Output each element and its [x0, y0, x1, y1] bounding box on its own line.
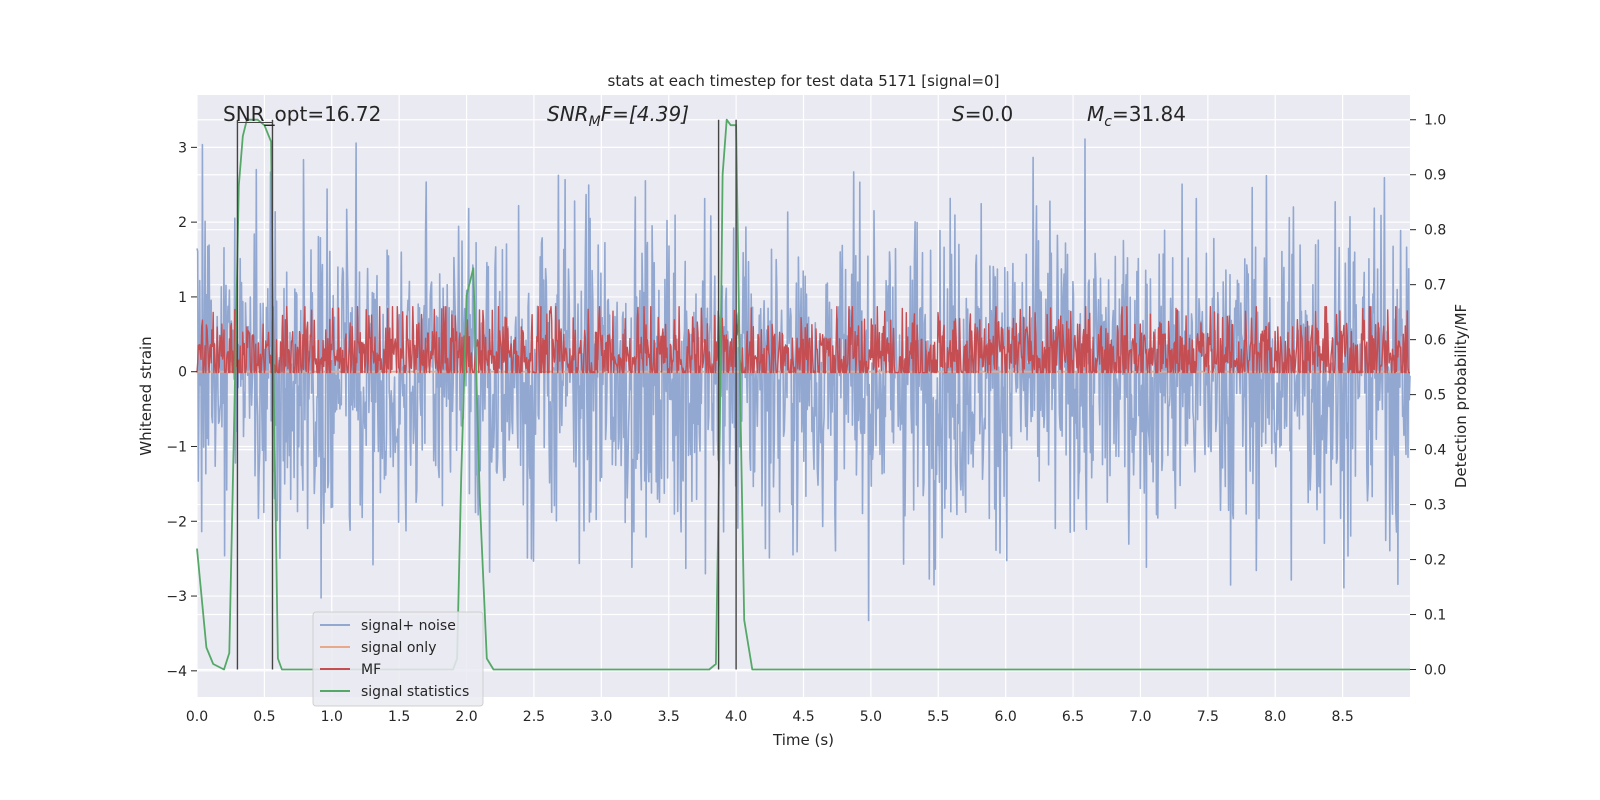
x-tick-label: 7.0 — [1129, 709, 1151, 725]
x-tick-label: 2.0 — [455, 709, 477, 725]
y2-tick-label: 0.0 — [1424, 663, 1446, 679]
s-annotation: S=0.0 — [952, 102, 1013, 126]
y2-tick-label: 0.4 — [1424, 443, 1446, 459]
x-tick-label: 4.5 — [792, 709, 814, 725]
y2-tick-label: 0.9 — [1424, 168, 1446, 184]
legend-label: MF — [361, 662, 381, 678]
y-axis-label: Whitened strain — [137, 336, 155, 455]
snr-mf-annotation: SNRMF=[4.39] — [547, 102, 689, 130]
x-tick-label: 0.0 — [186, 709, 208, 725]
x-tick-label: 0.5 — [253, 709, 275, 725]
mc-annotation: Mc=31.84 — [1087, 102, 1186, 130]
s-symbol: S — [952, 102, 965, 126]
y-tick-label: 1 — [178, 290, 187, 306]
y-tick-label: −4 — [166, 664, 187, 680]
snr-mf-subscript: M — [589, 114, 601, 130]
y2-tick-label: 0.8 — [1424, 223, 1446, 239]
y2-tick-label: 0.6 — [1424, 333, 1446, 349]
y2-tick-label: 0.1 — [1424, 608, 1446, 624]
x-tick-label: 1.5 — [388, 709, 410, 725]
chart-title: stats at each timestep for test data 517… — [608, 72, 1000, 90]
x-axis-label: Time (s) — [772, 731, 834, 749]
series-mf — [196, 306, 1410, 374]
mc-symbol: M — [1087, 102, 1104, 126]
x-tick-label: 2.5 — [523, 709, 545, 725]
y-tick-label: 2 — [178, 215, 187, 231]
y-tick-label: 3 — [178, 140, 187, 156]
x-tick-label: 3.0 — [590, 709, 612, 725]
vertical-markers — [236, 119, 737, 670]
s-value: =0.0 — [965, 102, 1014, 126]
annotations: SNR_opt=16.72 SNRMF=[4.39] S=0.0 Mc=31.8… — [223, 102, 1186, 130]
y-ticks: 3 2 1 0 −1 −2 −3 −4 — [166, 140, 197, 680]
y2-tick-label: 1.0 — [1424, 113, 1446, 129]
legend-label: signal statistics — [361, 684, 469, 700]
y2-tick-label: 0.2 — [1424, 553, 1446, 569]
x-tick-label: 8.0 — [1264, 709, 1286, 725]
y-tick-label: −3 — [166, 589, 187, 605]
y-tick-label: −2 — [166, 514, 187, 530]
legend-label: signal only — [361, 640, 436, 656]
y-tick-label: 0 — [178, 365, 187, 381]
x-tick-label: 8.5 — [1331, 709, 1353, 725]
x-tick-label: 4.0 — [725, 709, 747, 725]
x-tick-label: 5.5 — [927, 709, 949, 725]
x-tick-label: 5.0 — [860, 709, 882, 725]
x-tick-label: 3.5 — [658, 709, 680, 725]
x-tick-label: 7.5 — [1197, 709, 1219, 725]
x-ticks: 0.0 0.5 1.0 1.5 2.0 2.5 3.0 3.5 4.0 4.5 5.0 5.5 6.0 6… — [186, 709, 1354, 725]
y2-tick-label: 0.7 — [1424, 278, 1446, 294]
legend: signal+ noise signal only MF signal statist… — [312, 611, 484, 707]
mc-subscript: c — [1104, 114, 1112, 130]
y2-tick-label: 0.5 — [1424, 388, 1446, 404]
legend-label: signal+ noise — [361, 618, 456, 634]
x-tick-label: 1.0 — [321, 709, 343, 725]
y-tick-label: −1 — [166, 439, 187, 455]
snr-mf-symbol: SNR — [547, 102, 589, 126]
y2-axis-label: Detection probability/MF — [1452, 304, 1470, 488]
x-tick-label: 6.0 — [995, 709, 1017, 725]
x-tick-label: 6.5 — [1062, 709, 1084, 725]
mc-value: =31.84 — [1112, 102, 1186, 126]
legend-box — [312, 611, 484, 707]
y2-tick-label: 0.3 — [1424, 498, 1446, 514]
y2-ticks: 1.0 0.9 0.8 0.7 0.6 0.5 0.4 0.3 0.2 0.1 0.0 — [1410, 113, 1446, 679]
snr-mf-value: F=[4.39] — [601, 102, 689, 126]
snr-opt-annotation: SNR_opt=16.72 — [223, 102, 381, 126]
